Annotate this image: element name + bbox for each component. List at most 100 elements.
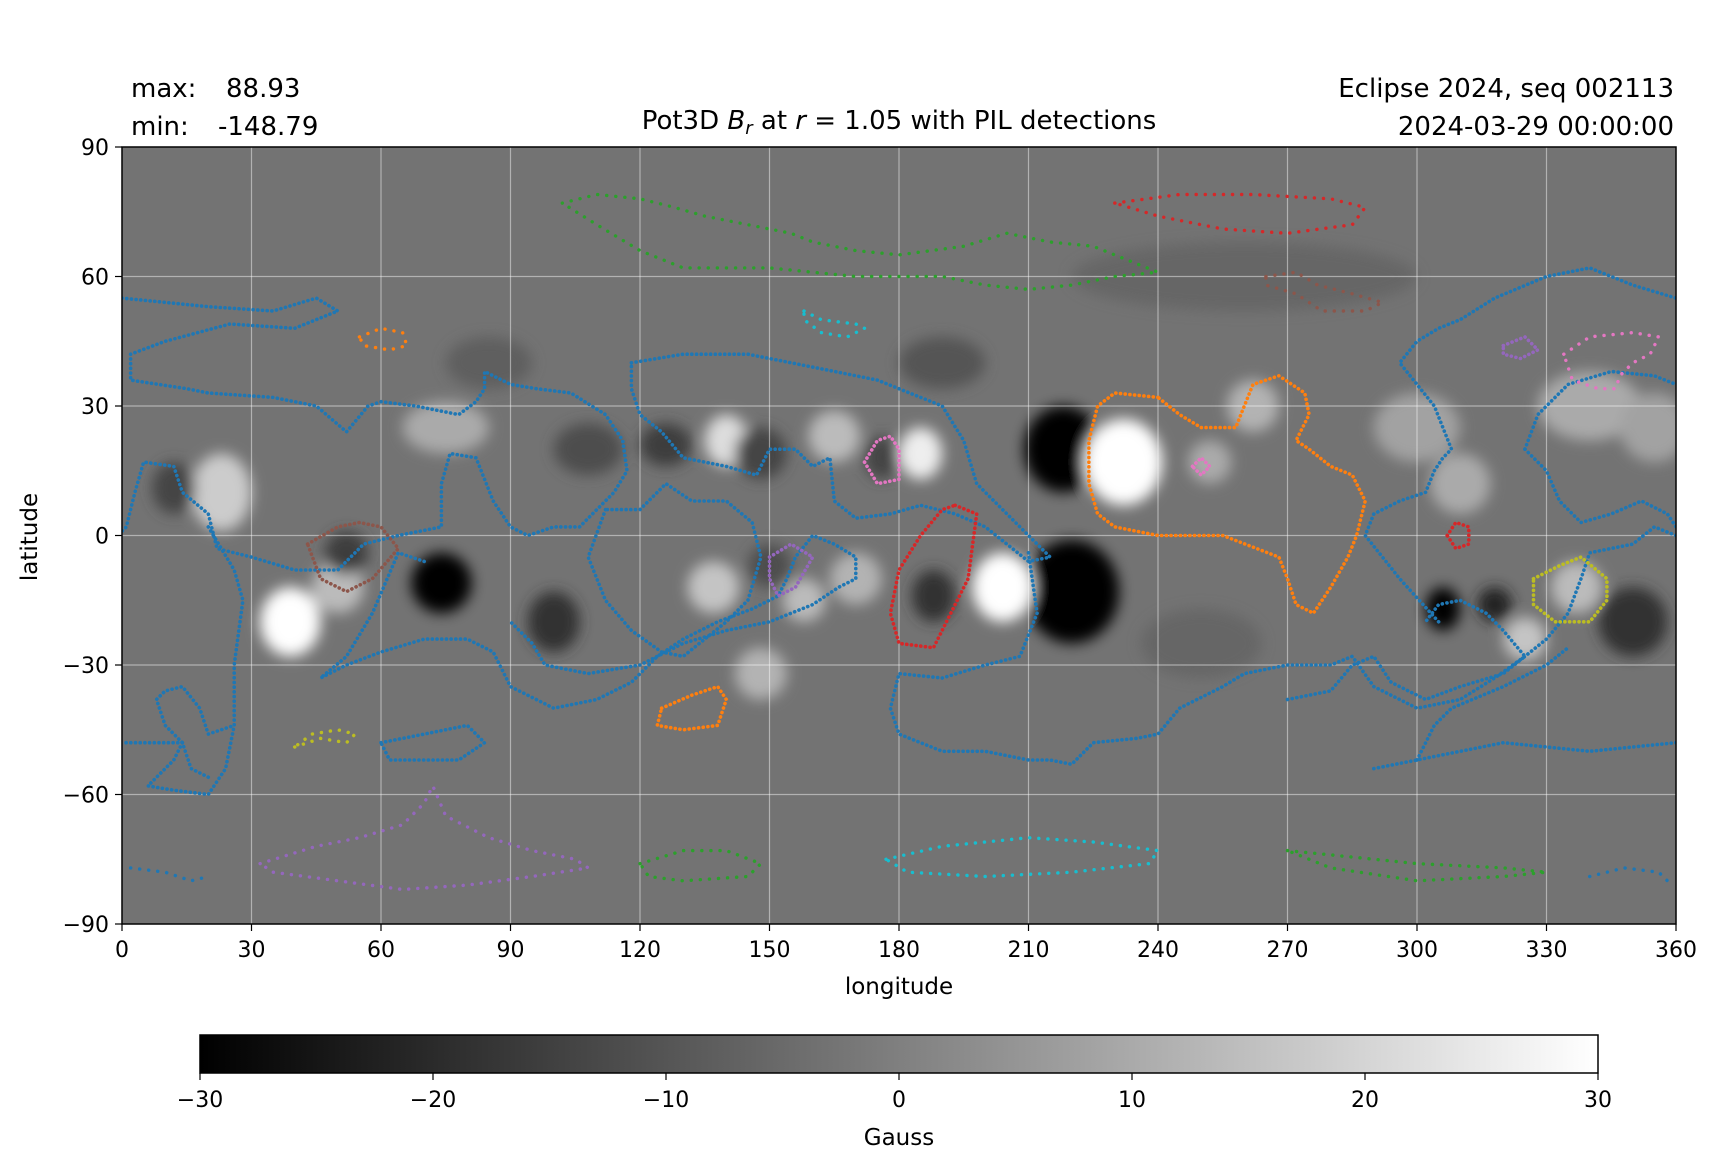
field-blob <box>324 531 369 575</box>
field-blob <box>911 570 956 622</box>
field-blob <box>402 401 489 454</box>
pil-contour <box>128 866 210 883</box>
field-blob <box>1429 453 1491 514</box>
x-axis-ticks: 0 30 60 90 120 150 180 210 240 270 300 330 360 <box>115 924 1697 963</box>
pil-contour <box>1087 374 1367 615</box>
field-blob <box>1071 241 1418 312</box>
pil-contours <box>122 192 1676 892</box>
pil-contour <box>888 525 1676 767</box>
pil-contour <box>767 542 815 598</box>
colorbar-tick-label: 20 <box>1351 1088 1379 1113</box>
field-blob <box>1227 380 1279 432</box>
field-blob <box>152 462 196 514</box>
pil-contour <box>293 728 357 749</box>
y-axis-ticks: 90 60 30 0 −30 −60 −90 <box>63 136 122 938</box>
y-tick-label: 90 <box>81 136 109 161</box>
colorbar-ticks: −30 −20 −10 0 10 20 30 <box>177 1073 1612 1113</box>
y-axis-label: latitude <box>17 493 43 581</box>
pil-contour <box>629 352 1052 564</box>
plot-area <box>121 146 1677 925</box>
field-blob <box>1188 440 1232 484</box>
field-blob <box>553 423 623 476</box>
pil-contour <box>1285 848 1549 883</box>
field-blob <box>640 423 692 467</box>
colorbar-label: Gauss <box>864 1125 934 1151</box>
colorbar-tick-label: 30 <box>1584 1088 1612 1113</box>
field-blob <box>899 336 986 389</box>
field-blob <box>411 552 472 614</box>
field-blob <box>734 427 787 480</box>
stat-min-label: min: <box>131 112 189 142</box>
title-rvar: r <box>795 106 808 136</box>
info-sequence: Eclipse 2024, seq 002113 <box>1338 74 1674 104</box>
x-tick-label: 270 <box>1267 938 1309 963</box>
pil-contour <box>1523 447 1676 529</box>
info-datetime: 2024-03-29 00:00:00 <box>1398 112 1674 142</box>
field-blob <box>1024 406 1102 493</box>
field-blob <box>1373 393 1461 463</box>
field-blob <box>1503 617 1547 661</box>
x-axis-label: longitude <box>845 974 953 1000</box>
x-tick-label: 150 <box>749 938 791 963</box>
x-tick-label: 0 <box>115 938 129 963</box>
x-tick-label: 330 <box>1526 938 1568 963</box>
x-tick-label: 240 <box>1137 938 1179 963</box>
x-tick-label: 210 <box>1008 938 1050 963</box>
field-blob <box>1619 393 1676 463</box>
pil-contour <box>154 684 236 779</box>
pil-contour <box>1415 645 1570 762</box>
title-prefix: Pot3D <box>642 106 728 136</box>
title-suffix: = 1.05 with PIL detections <box>806 106 1156 136</box>
x-tick-label: 180 <box>878 938 920 963</box>
pil-contour <box>1190 456 1212 477</box>
x-tick-label: 120 <box>619 938 661 963</box>
pil-contour <box>258 784 590 892</box>
y-tick-label: 0 <box>95 525 109 550</box>
y-tick-label: −30 <box>63 654 109 679</box>
x-tick-label: 360 <box>1655 938 1697 963</box>
field-blob <box>687 561 740 614</box>
pil-contour <box>1113 192 1367 235</box>
pil-contour <box>1372 740 1676 771</box>
field-blob <box>1425 587 1461 631</box>
stat-max-label: max: <box>131 74 196 104</box>
stat-max-value: 88.93 <box>226 74 300 104</box>
pil-contour <box>1285 598 1527 702</box>
field-blob <box>1598 587 1668 657</box>
pil-contour <box>122 525 245 797</box>
field-blob <box>1477 587 1512 622</box>
colorbar-tick-label: −30 <box>177 1088 223 1113</box>
pil-contour <box>379 723 487 762</box>
pil-contour <box>1523 369 1676 451</box>
pil-contour <box>122 296 629 572</box>
field-blob <box>527 591 580 653</box>
colorbar-tick-label: 10 <box>1118 1088 1146 1113</box>
pil-contour <box>1363 266 1676 624</box>
y-tick-label: −90 <box>63 913 109 938</box>
pil-contour <box>1501 335 1540 361</box>
field-blob <box>1024 539 1120 644</box>
field-blob <box>734 647 787 700</box>
field-blob <box>972 552 1033 622</box>
pil-contour <box>655 684 729 732</box>
pil-contour <box>862 434 901 486</box>
title-var: B <box>727 106 745 136</box>
colorbar-tick-label: −20 <box>410 1088 456 1113</box>
chart-title: Pot3D Br at r = 1.05 with PIL detections <box>642 106 1157 139</box>
field-blob <box>260 587 321 657</box>
field-blob <box>899 427 943 480</box>
y-tick-label: 60 <box>81 266 109 291</box>
pil-contour <box>1588 866 1670 883</box>
pil-contour <box>1531 555 1609 624</box>
title-sub: r <box>745 118 754 139</box>
pil-contour <box>802 309 867 339</box>
pil-contour <box>318 533 858 710</box>
field-blob <box>445 336 533 389</box>
x-tick-label: 90 <box>497 938 525 963</box>
colorbar-tick-label: −10 <box>643 1088 689 1113</box>
x-tick-label: 60 <box>367 938 395 963</box>
pil-contour <box>560 192 1160 292</box>
pil-contour <box>305 520 401 594</box>
pil-contour <box>888 503 979 650</box>
